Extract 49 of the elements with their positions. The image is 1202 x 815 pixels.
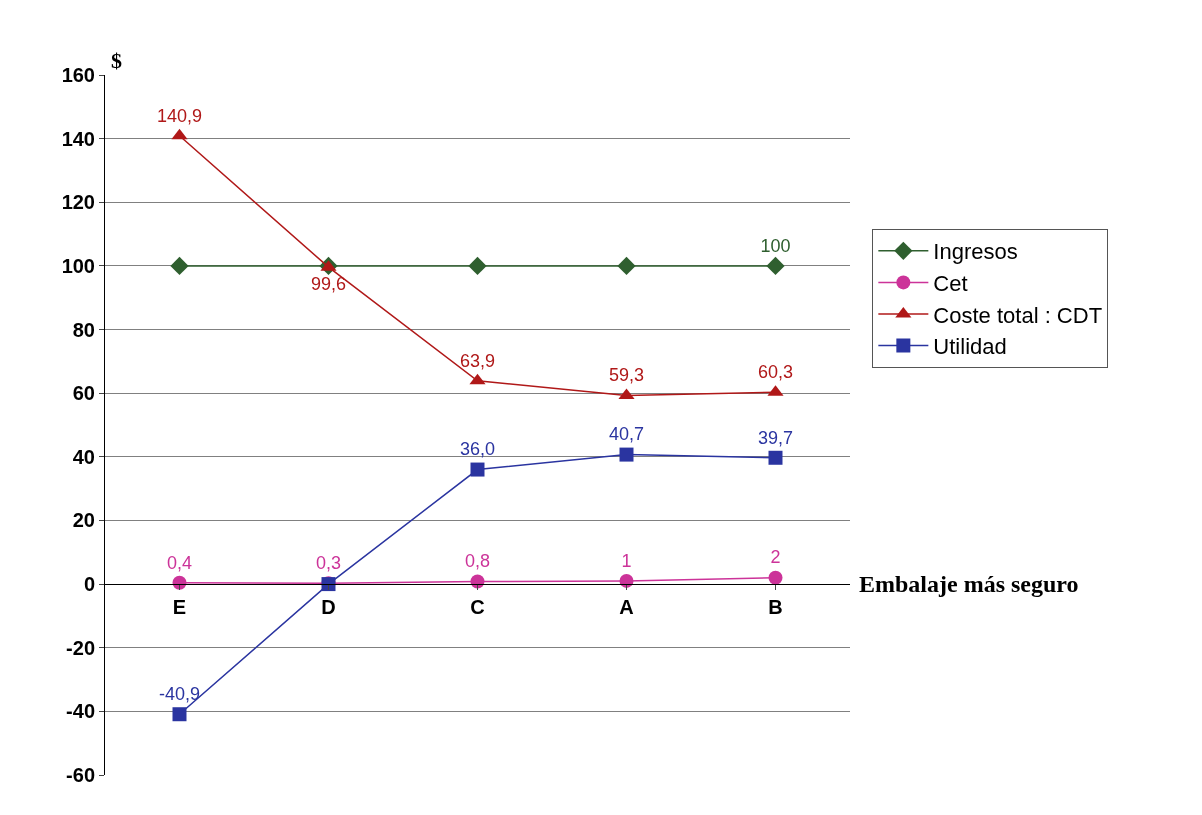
data-label: 0,8 bbox=[464, 551, 491, 572]
y-tick-label: 100 bbox=[61, 254, 95, 277]
x-tick-label: C bbox=[470, 596, 485, 619]
point bbox=[768, 450, 783, 465]
data-label: 39,7 bbox=[757, 427, 794, 448]
x-tick-label: B bbox=[768, 596, 783, 619]
y-tick-label: -60 bbox=[66, 764, 95, 786]
data-label: 0,4 bbox=[166, 552, 193, 573]
y-tick-label: 40 bbox=[72, 445, 95, 468]
y-tick-label: -40 bbox=[66, 700, 95, 723]
legend-label: Cet bbox=[933, 270, 968, 296]
point bbox=[470, 462, 485, 477]
point bbox=[469, 373, 486, 385]
data-label: 140,9 bbox=[156, 105, 203, 126]
data-label: 99,6 bbox=[310, 274, 347, 295]
legend-label: Utilidad bbox=[933, 334, 1007, 360]
data-label: 36,0 bbox=[459, 439, 496, 460]
y-tick-label: 60 bbox=[72, 382, 95, 405]
legend-label: Coste total : CDT bbox=[933, 302, 1103, 328]
point bbox=[172, 707, 187, 722]
point bbox=[766, 256, 785, 276]
legend-label: Ingresos bbox=[933, 239, 1018, 265]
data-label: 63,9 bbox=[459, 350, 496, 371]
point bbox=[617, 256, 636, 276]
data-label: 0,3 bbox=[315, 552, 342, 573]
y-tick-label: 20 bbox=[72, 509, 95, 532]
data-label: 2 bbox=[770, 547, 781, 568]
data-label: 40,7 bbox=[608, 424, 645, 445]
y-tick-label: 120 bbox=[61, 191, 95, 214]
data-label: 100 bbox=[760, 235, 791, 256]
y-tick-label: 80 bbox=[72, 318, 95, 341]
data-label: 1 bbox=[621, 550, 632, 571]
x-tick-label: E bbox=[172, 596, 187, 619]
point bbox=[468, 256, 487, 276]
data-label: 60,3 bbox=[757, 361, 794, 382]
y-axis-title: $ bbox=[111, 48, 122, 73]
y-tick-label: 140 bbox=[61, 127, 95, 150]
point bbox=[171, 128, 188, 140]
data-label: 59,3 bbox=[608, 365, 645, 386]
point bbox=[768, 570, 783, 585]
x-axis-title: Embalaje más seguro bbox=[859, 571, 1079, 597]
y-tick-label: -20 bbox=[66, 636, 95, 659]
x-tick-label: D bbox=[321, 596, 336, 619]
x-tick-label: A bbox=[619, 596, 634, 619]
y-tick-label: 0 bbox=[83, 573, 95, 596]
point bbox=[170, 256, 189, 276]
y-tick-label: 160 bbox=[61, 64, 95, 86]
data-label: -40,9 bbox=[158, 683, 201, 704]
point bbox=[619, 447, 634, 462]
